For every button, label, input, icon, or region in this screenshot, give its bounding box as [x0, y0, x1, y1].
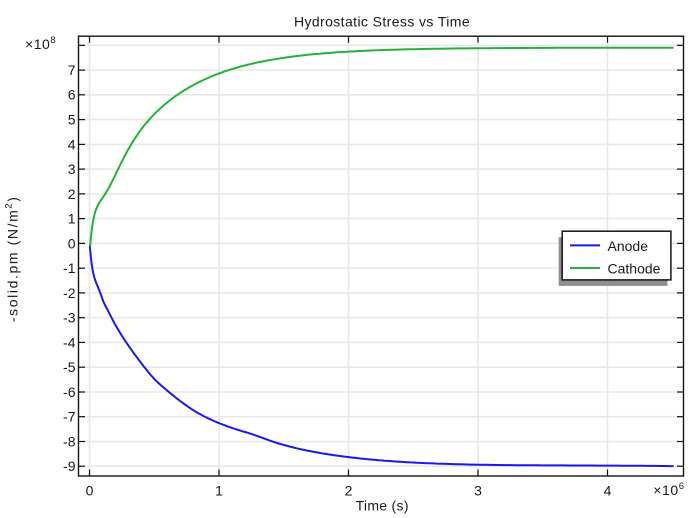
svg-text:-solid.pm (N/m2): -solid.pm (N/m2)	[4, 196, 21, 323]
svg-text:5: 5	[68, 112, 76, 128]
svg-text:-9: -9	[63, 458, 76, 474]
svg-text:1: 1	[68, 211, 76, 227]
svg-text:×106: ×106	[653, 481, 684, 498]
svg-text:Hydrostatic Stress vs Time: Hydrostatic Stress vs Time	[294, 14, 470, 30]
svg-text:-1: -1	[63, 260, 76, 276]
svg-text:-3: -3	[63, 310, 76, 326]
svg-text:6: 6	[68, 87, 76, 103]
svg-text:-5: -5	[63, 359, 76, 375]
svg-text:0: 0	[86, 483, 94, 499]
svg-text:1: 1	[215, 483, 223, 499]
svg-text:×108: ×108	[25, 35, 56, 52]
svg-text:7: 7	[68, 62, 76, 78]
svg-text:4: 4	[68, 136, 76, 152]
svg-text:-8: -8	[63, 433, 76, 449]
svg-text:-6: -6	[63, 384, 76, 400]
svg-text:2: 2	[68, 186, 76, 202]
svg-text:Time (s): Time (s)	[356, 498, 409, 514]
svg-text:-7: -7	[63, 409, 76, 425]
svg-text:3: 3	[68, 161, 76, 177]
svg-text:Cathode: Cathode	[608, 261, 661, 277]
svg-text:Anode: Anode	[608, 238, 649, 254]
svg-text:0: 0	[68, 235, 76, 251]
svg-text:2: 2	[345, 483, 353, 499]
svg-text:-4: -4	[63, 334, 76, 350]
svg-text:-2: -2	[63, 285, 76, 301]
svg-text:3: 3	[474, 483, 482, 499]
svg-text:4: 4	[604, 483, 612, 499]
